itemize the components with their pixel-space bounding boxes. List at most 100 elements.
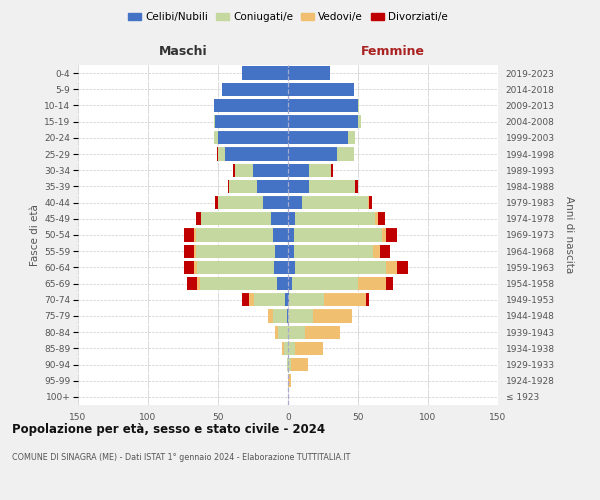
Bar <box>368 196 369 209</box>
Bar <box>358 99 359 112</box>
Bar <box>369 196 372 209</box>
Bar <box>268 310 272 322</box>
Bar <box>229 180 257 193</box>
Bar <box>218 196 263 209</box>
Bar <box>235 164 253 177</box>
Bar <box>288 196 302 209</box>
Bar <box>287 358 288 371</box>
Bar <box>201 212 271 226</box>
Bar <box>242 66 288 80</box>
Bar <box>187 277 197 290</box>
Bar <box>288 244 293 258</box>
Bar <box>184 260 194 274</box>
Bar <box>278 326 288 339</box>
Bar <box>295 342 323 355</box>
Bar <box>288 212 295 226</box>
Bar <box>386 260 397 274</box>
Bar <box>288 66 330 80</box>
Text: COMUNE DI SINAGRA (ME) - Dati ISTAT 1° gennaio 2024 - Elaborazione TUTTITALIA.IT: COMUNE DI SINAGRA (ME) - Dati ISTAT 1° g… <box>12 452 350 462</box>
Bar <box>214 131 218 144</box>
Bar <box>289 293 325 306</box>
Bar <box>373 244 380 258</box>
Bar <box>194 244 196 258</box>
Bar <box>348 131 355 144</box>
Bar <box>382 228 386 241</box>
Bar <box>288 180 309 193</box>
Bar <box>274 260 288 274</box>
Bar <box>225 148 288 160</box>
Bar <box>277 277 288 290</box>
Bar <box>293 228 382 241</box>
Bar <box>284 342 288 355</box>
Bar <box>196 244 275 258</box>
Bar <box>292 277 358 290</box>
Bar <box>295 260 386 274</box>
Bar <box>197 260 274 274</box>
Bar <box>184 244 194 258</box>
Bar <box>254 293 285 306</box>
Bar <box>288 115 358 128</box>
Bar <box>217 148 218 160</box>
Bar <box>285 293 288 306</box>
Bar <box>367 293 369 306</box>
Bar <box>242 293 249 306</box>
Bar <box>272 310 287 322</box>
Legend: Celibi/Nubili, Coniugati/e, Vedovi/e, Divorziati/e: Celibi/Nubili, Coniugati/e, Vedovi/e, Di… <box>124 8 452 26</box>
Bar <box>355 180 358 193</box>
Bar <box>288 82 354 96</box>
Bar <box>288 326 305 339</box>
Bar <box>309 164 331 177</box>
Bar <box>214 99 288 112</box>
Bar <box>293 244 373 258</box>
Bar <box>271 212 288 226</box>
Bar <box>275 326 278 339</box>
Bar <box>375 212 377 226</box>
Bar <box>288 374 291 388</box>
Bar <box>358 115 361 128</box>
Bar <box>228 180 229 193</box>
Bar <box>200 277 277 290</box>
Bar <box>197 277 200 290</box>
Bar <box>222 82 288 96</box>
Y-axis label: Fasce di età: Fasce di età <box>30 204 40 266</box>
Bar <box>288 293 289 306</box>
Bar <box>313 310 352 322</box>
Bar <box>377 212 385 226</box>
Bar <box>215 196 218 209</box>
Bar <box>233 164 235 177</box>
Bar <box>397 260 409 274</box>
Y-axis label: Anni di nascita: Anni di nascita <box>565 196 574 274</box>
Bar <box>302 196 368 209</box>
Bar <box>196 212 201 226</box>
Bar <box>288 260 295 274</box>
Bar <box>218 131 288 144</box>
Bar <box>257 180 288 193</box>
Bar <box>272 228 288 241</box>
Bar <box>283 342 284 355</box>
Bar <box>253 164 288 177</box>
Bar <box>358 277 386 290</box>
Bar <box>214 115 215 128</box>
Bar <box>196 228 272 241</box>
Bar <box>288 310 313 322</box>
Bar <box>287 310 288 322</box>
Bar <box>184 228 194 241</box>
Bar <box>288 148 337 160</box>
Bar <box>325 293 367 306</box>
Bar <box>295 212 375 226</box>
Bar <box>288 277 292 290</box>
Bar <box>194 228 196 241</box>
Bar <box>288 358 291 371</box>
Bar <box>309 180 355 193</box>
Bar <box>288 131 348 144</box>
Bar <box>218 148 225 160</box>
Bar <box>194 260 197 274</box>
Bar <box>380 244 390 258</box>
Bar <box>291 358 308 371</box>
Bar <box>386 277 393 290</box>
Bar <box>263 196 288 209</box>
Bar <box>386 228 397 241</box>
Bar <box>337 148 354 160</box>
Bar <box>331 164 333 177</box>
Bar <box>288 228 293 241</box>
